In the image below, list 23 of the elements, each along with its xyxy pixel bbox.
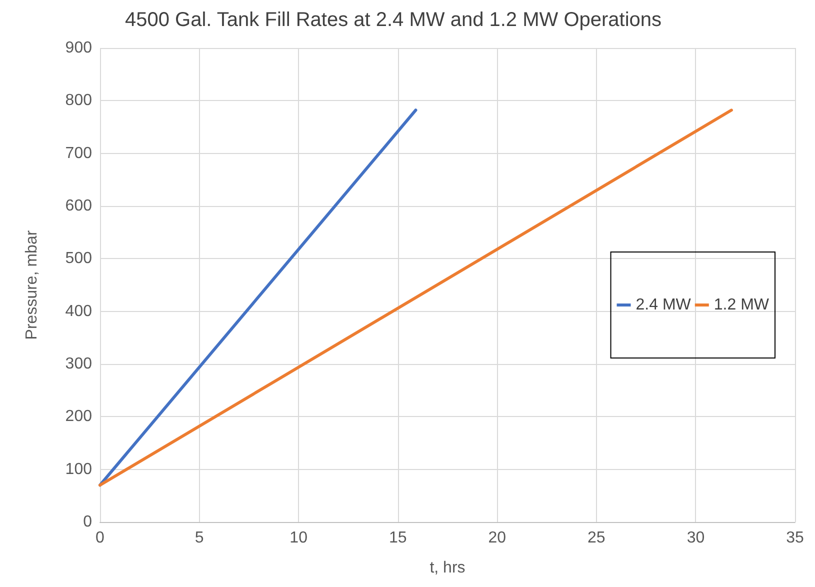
y-tick-label: 700 (65, 144, 92, 162)
x-tick-label: 25 (588, 530, 606, 546)
y-tick-label: 400 (65, 302, 92, 320)
legend-label: 2.4 MW (636, 296, 692, 314)
x-tick-label: 20 (488, 530, 506, 546)
x-tick-label: 5 (194, 530, 204, 546)
y-tick-label: 0 (83, 514, 92, 530)
y-tick-label: 600 (65, 198, 92, 214)
y-tick-label: 900 (65, 40, 92, 56)
chart-title: 4500 Gal. Tank Fill Rates at 2.4 MW and 1.2 MW Operations (125, 9, 662, 31)
y-tick-label: 200 (65, 408, 92, 426)
x-tick-label: 10 (290, 530, 308, 546)
y-tick-label: 100 (65, 460, 92, 478)
y-tick-label: 300 (65, 356, 92, 372)
x-axis-title: t, hrs (430, 560, 466, 576)
x-tick-label: 15 (388, 530, 407, 546)
x-tick-label: 35 (786, 530, 804, 546)
x-tick-label: 0 (96, 530, 105, 546)
y-tick-label: 500 (65, 250, 92, 268)
x-tick-label: 30 (686, 530, 705, 546)
legend-label: 1.2 MW (714, 296, 770, 314)
y-tick-label: 800 (65, 92, 92, 110)
y-axis-title: Pressure, mbar (24, 230, 40, 340)
